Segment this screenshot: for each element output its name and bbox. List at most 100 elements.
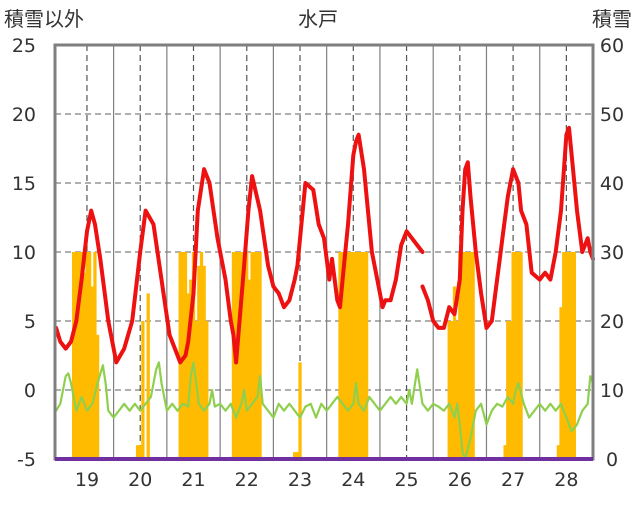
x-tick-label: 23 <box>288 469 312 491</box>
y-right-tick-label: 40 <box>600 173 624 195</box>
temperature-line <box>420 125 595 330</box>
snow-bar <box>189 279 193 459</box>
snow-bar <box>564 252 568 459</box>
snow-bar <box>298 362 302 459</box>
snow-bar <box>468 252 473 459</box>
x-tick-label: 24 <box>341 469 365 491</box>
snow-bar <box>245 252 249 459</box>
temperature-line <box>54 132 425 365</box>
snow-bar <box>258 252 262 459</box>
snow-bar <box>250 252 254 459</box>
snow-bar <box>466 252 470 459</box>
snow-bar <box>354 252 358 459</box>
snow-bar <box>458 252 462 459</box>
y-left-axis-label: 積雪以外 <box>4 7 84 31</box>
snow-bar <box>181 252 185 459</box>
snow-bar <box>202 265 206 459</box>
snow-bar <box>77 252 81 459</box>
snow-bar <box>87 252 92 459</box>
snow-bar <box>503 445 507 459</box>
x-tick-label: 21 <box>181 469 205 491</box>
snow-bar <box>514 252 518 459</box>
y-left-tick-label: 25 <box>12 35 36 57</box>
y-left-tick-label: 20 <box>12 104 36 126</box>
snow-bar <box>72 252 76 459</box>
snow-bar <box>74 252 78 459</box>
y-right-tick-label: 60 <box>600 35 624 57</box>
snow-bar <box>295 452 299 459</box>
y-right-tick-label: 10 <box>600 380 624 402</box>
snow-bar <box>178 252 182 459</box>
x-tick-label: 28 <box>554 469 578 491</box>
snow-bar <box>559 307 563 459</box>
y-right-tick-label: 30 <box>600 242 624 264</box>
snow-bar <box>293 452 297 459</box>
snow-bar <box>341 252 345 459</box>
snow-bar <box>138 445 142 459</box>
x-tick-label: 19 <box>75 469 99 491</box>
x-tick-label: 20 <box>128 469 152 491</box>
snow-bar <box>508 321 513 459</box>
snow-bar <box>356 252 361 459</box>
snow-bar <box>237 252 241 459</box>
y-left-tick-label: 10 <box>12 242 36 264</box>
snow-bar <box>572 252 576 459</box>
y-left-tick-label: -5 <box>17 449 36 471</box>
snow-bar <box>516 252 521 459</box>
wind-line <box>54 361 595 461</box>
snow-bar <box>90 286 94 459</box>
snow-bar <box>82 272 86 459</box>
snow-bar <box>562 252 566 459</box>
snow-bar <box>364 252 369 459</box>
snow-bar <box>349 252 353 459</box>
snow-bar <box>80 252 84 459</box>
snow-bar <box>338 252 342 459</box>
snow-bar <box>146 293 150 459</box>
snow-bar <box>197 265 201 459</box>
snow-bar <box>447 321 451 459</box>
x-tick-label: 22 <box>235 469 259 491</box>
snow-bar <box>519 252 523 459</box>
snow-bar <box>242 252 246 459</box>
snow-bar <box>359 252 363 459</box>
snow-bar <box>186 293 190 459</box>
snow-bar <box>452 286 457 459</box>
snow-bar <box>141 321 145 459</box>
snow-bar <box>511 252 515 459</box>
snow-bar <box>567 252 571 459</box>
y-right-tick-label: 50 <box>600 104 624 126</box>
snow-bar <box>199 252 204 459</box>
snow-bar <box>570 252 574 459</box>
snow-bar <box>247 279 252 459</box>
chart-title: 水戸 <box>298 7 338 31</box>
snow-bar <box>346 252 350 459</box>
snow-bar <box>239 252 244 459</box>
snow-bar <box>556 445 561 459</box>
snow-bar <box>362 252 366 459</box>
snow-bar <box>253 252 257 459</box>
x-tick-label: 27 <box>501 469 525 491</box>
y-right-axis-label: 積雪 <box>592 7 632 31</box>
snow-bar <box>351 252 355 459</box>
snow-bar <box>343 252 347 459</box>
y-left-tick-label: 5 <box>24 311 36 333</box>
y-left-tick-label: 0 <box>24 380 36 402</box>
snow-bar <box>506 321 510 459</box>
snow-bar <box>205 321 209 459</box>
snow-bar <box>191 252 196 459</box>
x-tick-label: 25 <box>394 469 418 491</box>
snow-bar <box>255 252 260 459</box>
y-right-tick-label: 0 <box>606 449 618 471</box>
snow-bar <box>463 252 467 459</box>
snow-bar <box>85 252 89 459</box>
snow-bar <box>95 334 100 459</box>
snow-bar <box>135 445 140 459</box>
y-right-tick-label: 20 <box>600 311 624 333</box>
snow-bar <box>455 321 459 459</box>
snow-bar <box>450 321 454 459</box>
x-tick-label: 26 <box>448 469 472 491</box>
y-left-tick-label: 15 <box>12 173 36 195</box>
snow-bar <box>460 252 465 459</box>
